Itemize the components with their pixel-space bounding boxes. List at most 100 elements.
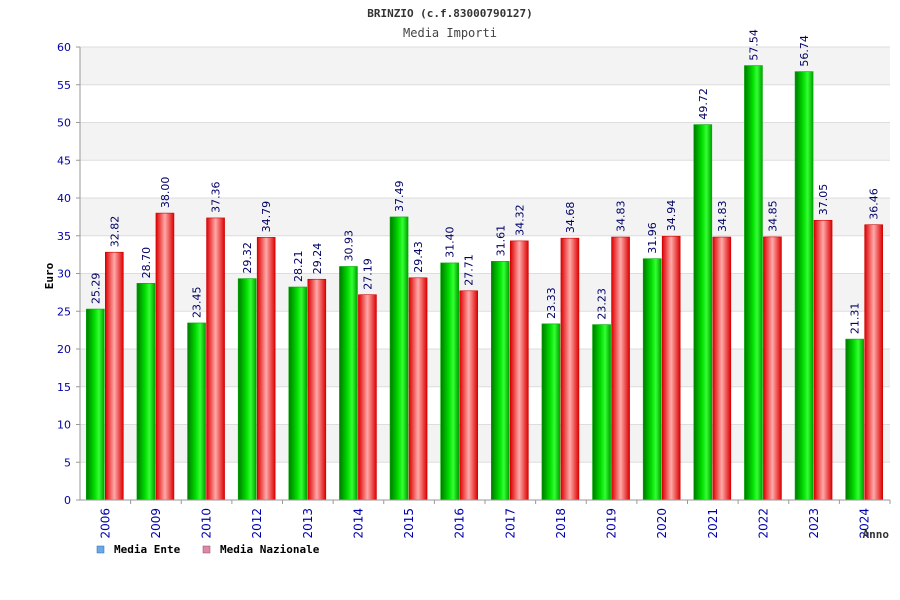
bar-media-nazionale — [661, 235, 681, 501]
chart-title: BRINZIO (c.f.83000790127) — [367, 7, 533, 20]
data-label-media-ente: 31.61 — [494, 225, 507, 257]
plot-band — [80, 160, 890, 198]
bar-media-ente — [440, 262, 459, 501]
bar-media-nazionale — [105, 251, 124, 501]
data-label-media-nazionale: 32.82 — [108, 216, 121, 248]
x-tick-label: 2016 — [453, 508, 467, 539]
bar-media-nazionale — [155, 212, 175, 501]
y-tick-label: 50 — [57, 117, 71, 130]
x-axis-label: Anno — [863, 528, 890, 541]
data-label-media-nazionale: 36.46 — [868, 188, 881, 220]
plot-band — [80, 47, 890, 85]
data-label-media-ente: 30.93 — [342, 230, 355, 262]
x-tick-label: 2014 — [351, 508, 365, 539]
bar-media-nazionale — [864, 224, 883, 501]
legend-swatch-media-nazionale — [202, 545, 211, 554]
data-label-media-nazionale: 34.79 — [260, 201, 273, 233]
y-tick-label: 15 — [57, 381, 71, 394]
data-label-media-nazionale: 34.32 — [513, 204, 526, 236]
bar-media-ente — [389, 216, 409, 501]
x-tick-label: 2015 — [402, 508, 416, 539]
x-tick-label: 2023 — [807, 508, 821, 539]
data-label-media-nazionale: 27.19 — [361, 258, 374, 290]
data-label-media-ente: 31.40 — [444, 226, 457, 258]
data-label-media-ente: 21.31 — [849, 303, 862, 335]
x-tick-label: 2021 — [706, 508, 720, 539]
bar-media-nazionale — [712, 236, 732, 501]
y-axis-ticks: 0 5 10 15 20 25 30 35 40 45 50 55 60 — [57, 41, 80, 507]
data-label-media-ente: 56.74 — [798, 35, 811, 67]
bar-media-ente — [592, 324, 611, 501]
x-tick-label: 2013 — [301, 508, 315, 539]
bar-media-nazionale — [459, 290, 478, 501]
bar-labels-group: 25.29 32.82 28.70 38.00 23.45 37.36 29.32 34.79… — [89, 29, 880, 334]
x-axis-ticks: 2006 2009 2010 2012 2013 2014 2015 2016 2017 2018… — [98, 500, 891, 539]
bar-media-ente — [237, 278, 257, 501]
legend-swatch-media-ente — [96, 545, 105, 554]
bar-media-nazionale — [408, 277, 428, 501]
data-label-media-ente: 49.72 — [697, 88, 710, 120]
data-label-media-ente: 29.32 — [241, 242, 254, 274]
data-label-media-nazionale: 29.43 — [412, 241, 425, 273]
data-label-media-ente: 57.54 — [747, 29, 760, 61]
bar-media-ente — [136, 283, 156, 501]
y-tick-label: 30 — [57, 268, 71, 281]
bar-media-ente — [187, 322, 206, 501]
bar-media-nazionale — [611, 236, 630, 501]
y-tick-label: 5 — [64, 456, 71, 469]
y-axis-label: Euro — [43, 262, 56, 289]
legend-label-media-ente: Media Ente — [114, 543, 181, 556]
bar-media-ente — [86, 308, 105, 501]
x-tick-label: 2010 — [200, 508, 214, 539]
y-tick-label: 20 — [57, 343, 71, 356]
data-label-media-nazionale: 34.83 — [716, 201, 729, 233]
y-tick-label: 25 — [57, 305, 71, 318]
data-label-media-nazionale: 29.24 — [311, 243, 324, 275]
bar-media-nazionale — [813, 219, 833, 501]
data-label-media-ente: 28.21 — [292, 251, 305, 283]
y-tick-label: 0 — [64, 494, 71, 507]
data-label-media-ente: 23.33 — [545, 287, 558, 319]
legend: Media Ente Media Nazionale — [96, 543, 320, 556]
plot-band — [80, 122, 890, 161]
data-label-media-ente: 28.70 — [140, 247, 153, 279]
data-label-media-nazionale: 37.05 — [817, 184, 830, 216]
data-label-media-nazionale: 34.83 — [615, 201, 628, 233]
data-label-media-ente: 23.23 — [596, 288, 609, 320]
y-tick-label: 60 — [57, 41, 71, 54]
bar-media-nazionale — [358, 294, 377, 501]
x-tick-label: 2009 — [149, 508, 163, 539]
data-label-media-nazionale: 37.36 — [210, 181, 223, 213]
bar-media-nazionale — [307, 278, 327, 501]
bar-media-ente — [693, 124, 713, 501]
chart-subtitle: Media Importi — [403, 26, 497, 40]
plot-band — [80, 84, 890, 123]
x-tick-label: 2018 — [554, 508, 568, 539]
y-tick-label: 55 — [57, 79, 71, 92]
x-tick-label: 2012 — [250, 508, 264, 539]
bar-media-nazionale — [560, 237, 580, 501]
y-tick-label: 35 — [57, 230, 71, 243]
bar-media-ente — [491, 261, 510, 501]
bar-media-ente — [744, 65, 763, 501]
bar-media-nazionale — [510, 240, 529, 501]
x-tick-label: 2022 — [756, 508, 770, 539]
bars-group — [86, 65, 883, 501]
x-tick-label: 2020 — [655, 508, 669, 539]
bar-media-ente — [541, 323, 561, 501]
bar-media-nazionale — [256, 237, 276, 501]
bar-media-ente — [794, 71, 814, 501]
data-label-media-nazionale: 38.00 — [159, 177, 172, 209]
bar-media-ente — [845, 338, 864, 501]
data-label-media-nazionale: 27.71 — [463, 254, 476, 286]
bar-media-nazionale — [763, 236, 782, 501]
data-label-media-ente: 25.29 — [89, 273, 102, 305]
y-tick-label: 45 — [57, 154, 71, 167]
bar-media-ente — [642, 258, 662, 501]
data-label-media-ente: 37.49 — [393, 180, 406, 212]
bar-media-ente — [339, 266, 358, 501]
data-label-media-nazionale: 34.85 — [766, 200, 779, 232]
legend-label-media-nazionale: Media Nazionale — [220, 543, 320, 556]
data-label-media-nazionale: 34.68 — [564, 202, 577, 234]
